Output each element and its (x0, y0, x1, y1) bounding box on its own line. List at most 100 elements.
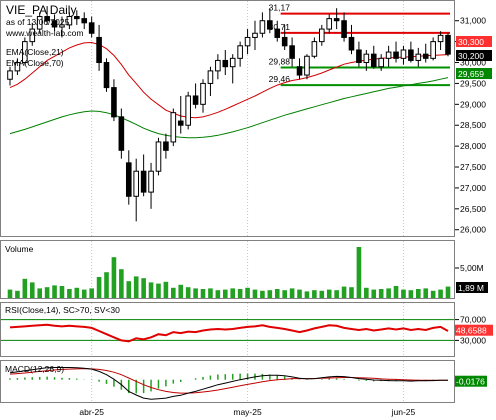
candle-body (385, 51, 392, 59)
rsi-tick-label: 70,000 (460, 315, 486, 325)
volume-bar (423, 288, 429, 298)
candle-body (281, 36, 288, 47)
volume-bar (193, 288, 198, 298)
candle-body (7, 70, 13, 80)
legend-ema21: EMA(Close,21) (6, 47, 64, 57)
ema70-line (9, 77, 449, 139)
volume-bar (252, 289, 258, 298)
last-value-label: 30,300 (458, 37, 484, 47)
level-label: 30,71 (269, 22, 291, 32)
volume-bar (208, 288, 213, 298)
macd-last-label: -0,0176 (456, 377, 485, 387)
macd-panel (0, 360, 455, 403)
volume-bar (37, 288, 42, 298)
candle-body (445, 34, 451, 55)
volume-bar (237, 289, 243, 298)
x-tick-label: jun-25 (391, 407, 416, 417)
volume-label: Volume (5, 244, 34, 254)
candle-body (370, 53, 377, 68)
volume-bar (245, 287, 250, 298)
volume-bar (364, 287, 369, 298)
candle-body (14, 62, 21, 72)
chart-subtitle: as of 13/06/2025 (6, 17, 70, 27)
candle-body (304, 55, 310, 76)
candle-body (237, 45, 243, 59)
volume-bar (200, 289, 206, 298)
volume-bar (44, 287, 50, 298)
volume-bar (171, 287, 176, 298)
candle-body (44, 16, 50, 22)
volume-bar (267, 290, 273, 298)
legend-ema70: EMA(Close,70) (6, 58, 64, 68)
candle-body (311, 41, 318, 57)
volume-bar (7, 289, 13, 298)
volume-bar (401, 289, 406, 298)
macd-last-badge (455, 375, 487, 387)
candle-body (155, 141, 162, 172)
price-tick-label: 30,000 (460, 58, 486, 68)
candle-body (51, 20, 58, 28)
volume-bar (133, 276, 139, 298)
volume-bar (438, 289, 443, 298)
candle-body (333, 18, 340, 22)
rsi-last-label: 48,6588 (456, 326, 487, 336)
volume-bar (148, 282, 154, 298)
volume-bar (289, 288, 295, 298)
price-tick-label: 29,500 (460, 78, 486, 88)
volume-bar (15, 290, 20, 298)
candle-body (274, 28, 281, 38)
volume-bar (312, 290, 317, 298)
volume-bar (297, 289, 302, 298)
candle-body (363, 53, 370, 64)
candle-body (259, 20, 266, 34)
volume-bar (126, 281, 132, 298)
candle-body (289, 45, 295, 59)
volume-bar (119, 269, 124, 298)
price-tick-label: 28,000 (460, 141, 486, 151)
candle-body (29, 28, 36, 43)
candle-body (111, 87, 117, 118)
volume-bar (230, 288, 236, 298)
volume-last-label: 1,89 M (458, 283, 484, 293)
candle-body (66, 16, 73, 26)
last-value-badge (456, 36, 492, 47)
volume-bar (378, 289, 384, 298)
rsi-label: RSI(Close,14), SC>70, SV<30 (5, 305, 120, 315)
candle-body (215, 59, 221, 72)
candle-body (170, 112, 177, 143)
candle-body (326, 18, 333, 30)
price-tick-label: 31,000 (460, 16, 486, 26)
volume-bar (111, 257, 117, 298)
volume-bar (274, 289, 280, 298)
volume-bar (349, 287, 354, 298)
volume-bar (141, 278, 146, 298)
candle-body (252, 32, 258, 38)
volume-last-badge (456, 282, 488, 293)
volume-bar (29, 282, 35, 298)
volume-bar (260, 290, 265, 298)
volume-bar (371, 289, 377, 298)
volume-bar (334, 290, 339, 298)
volume-bar (326, 289, 332, 298)
rsi-line (9, 323, 449, 343)
candle-body (318, 28, 325, 43)
volume-bar (222, 289, 228, 298)
candle-body (222, 59, 229, 68)
macd-label: MACD(12,26,9) (5, 364, 64, 374)
price-tick-label: 27,500 (460, 162, 486, 172)
price-tick-label: 26,000 (460, 225, 486, 235)
x-tick-label: abr-25 (79, 407, 104, 417)
candle-body (267, 20, 273, 30)
volume-bar (185, 287, 191, 298)
candle-body (341, 20, 347, 38)
watermark: www.wealth-lab.com (5, 28, 83, 38)
level-label: 29,88 (269, 57, 291, 67)
candle-body (36, 16, 43, 30)
candle-body (118, 116, 125, 151)
volume-bar (416, 289, 421, 298)
price-tick-label: 29,000 (460, 99, 486, 109)
candle-body (81, 18, 88, 24)
candle-body (415, 53, 422, 61)
candle-body (148, 170, 154, 193)
level-label: 29,46 (269, 74, 291, 84)
